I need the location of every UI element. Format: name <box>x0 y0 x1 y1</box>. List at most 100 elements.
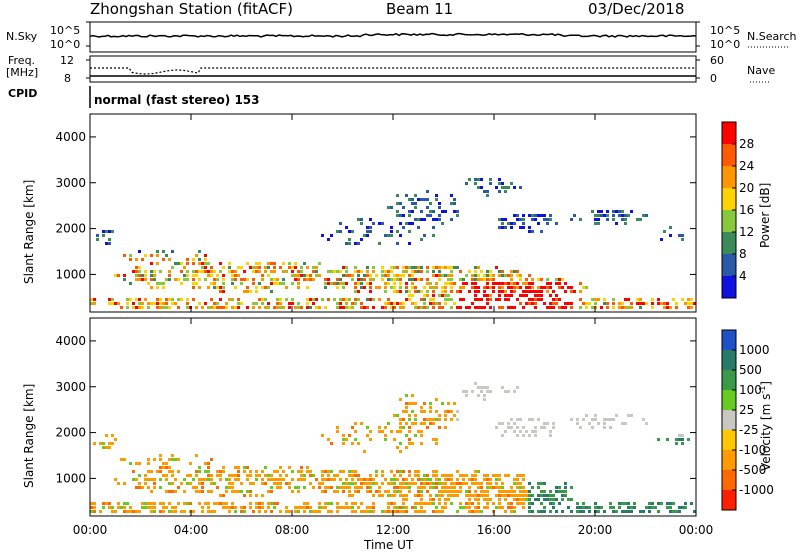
heatmap-cell <box>501 182 504 185</box>
heatmap-cell <box>459 486 462 489</box>
heatmap-cell <box>498 498 501 501</box>
heatmap-cell <box>435 410 438 413</box>
heatmap-cell <box>486 386 489 389</box>
heatmap-cell <box>159 282 162 285</box>
heatmap-cell <box>390 278 393 281</box>
heatmap-cell <box>420 306 423 309</box>
heatmap-cell <box>441 490 444 493</box>
heatmap-cell <box>360 502 363 505</box>
heatmap-cell <box>267 306 270 309</box>
heatmap-cell <box>579 506 582 509</box>
heatmap-cell <box>321 478 324 481</box>
heatmap-cell <box>510 306 513 309</box>
heatmap-cell <box>171 302 174 305</box>
heatmap-cell <box>399 214 402 217</box>
heatmap-cell <box>93 298 96 301</box>
heatmap-cell <box>516 298 519 301</box>
heatmap-cell <box>147 478 150 481</box>
nave-tick-low: 0 <box>710 72 717 85</box>
heatmap-cell <box>264 298 267 301</box>
heatmap-cell <box>408 438 411 441</box>
heatmap-cell <box>198 258 201 261</box>
heatmap-cell <box>276 470 279 473</box>
heatmap-cell <box>306 274 309 277</box>
heatmap-cell <box>660 502 663 505</box>
heatmap-cell <box>129 282 132 285</box>
heatmap-cell <box>465 182 468 185</box>
heatmap-cell <box>582 502 585 505</box>
heatmap-cell <box>546 222 549 225</box>
nsky-tick-low: 10^0 <box>50 38 81 51</box>
heatmap-cell <box>537 214 540 217</box>
heatmap-cell <box>411 478 414 481</box>
nsearch-label: N.Search <box>747 30 797 43</box>
heatmap-cell <box>471 510 474 513</box>
nave-tick-high: 60 <box>710 54 724 67</box>
heatmap-cell <box>399 234 402 237</box>
heatmap-cell <box>531 214 534 217</box>
heatmap-cell <box>423 298 426 301</box>
heatmap-cell <box>510 226 513 229</box>
heatmap-cell <box>597 214 600 217</box>
heatmap-cell <box>498 478 501 481</box>
heatmap-cell <box>591 418 594 421</box>
heatmap-cell <box>303 506 306 509</box>
heatmap-cell <box>108 238 111 241</box>
heatmap-cell <box>315 274 318 277</box>
heatmap-cell <box>351 230 354 233</box>
heatmap-cell <box>318 306 321 309</box>
heatmap-cell <box>468 510 471 513</box>
heatmap-cell <box>273 262 276 265</box>
colorbar-swatch <box>722 144 736 167</box>
heatmap-cell <box>618 306 621 309</box>
heatmap-cell <box>192 270 195 273</box>
heatmap-cell <box>459 286 462 289</box>
heatmap-cell <box>396 430 399 433</box>
heatmap-cell <box>399 442 402 445</box>
heatmap-cell <box>210 482 213 485</box>
heatmap-cell <box>150 278 153 281</box>
heatmap-cell <box>252 278 255 281</box>
date-label: 03/Dec/2018 <box>588 0 685 18</box>
heatmap-cell <box>543 494 546 497</box>
heatmap-cell <box>450 486 453 489</box>
heatmap-cell <box>168 306 171 309</box>
heatmap-cell <box>264 474 267 477</box>
heatmap-cell <box>492 486 495 489</box>
heatmap-cell <box>117 274 120 277</box>
heatmap-cell <box>498 182 501 185</box>
heatmap-cell <box>450 474 453 477</box>
heatmap-cell <box>498 178 501 181</box>
heatmap-cell <box>528 286 531 289</box>
heatmap-cell <box>522 478 525 481</box>
heatmap-cell <box>117 506 120 509</box>
heatmap-cell <box>534 430 537 433</box>
heatmap-cell <box>531 218 534 221</box>
heatmap-cell <box>90 510 93 513</box>
heatmap-cell <box>435 442 438 445</box>
heatmap-cell <box>144 278 147 281</box>
heatmap-cell <box>645 214 648 217</box>
heatmap-cell <box>507 222 510 225</box>
heatmap-cell <box>135 266 138 269</box>
heatmap-cell <box>357 278 360 281</box>
heatmap-cell <box>144 502 147 505</box>
heatmap-cell <box>402 470 405 473</box>
heatmap-cell <box>438 266 441 269</box>
heatmap-cell <box>522 282 525 285</box>
heatmap-cell <box>267 490 270 493</box>
heatmap-cell <box>327 474 330 477</box>
heatmap-cell <box>297 278 300 281</box>
heatmap-cell <box>513 390 516 393</box>
heatmap-cell <box>228 266 231 269</box>
heatmap-cell <box>489 274 492 277</box>
heatmap-cell <box>549 494 552 497</box>
heatmap-cell <box>495 482 498 485</box>
heatmap-cell <box>426 306 429 309</box>
heatmap-cell <box>501 186 504 189</box>
heatmap-cell <box>273 482 276 485</box>
heatmap-cell <box>606 306 609 309</box>
heatmap-cell <box>651 298 654 301</box>
heatmap-cell <box>258 282 261 285</box>
heatmap-cell <box>438 202 441 205</box>
